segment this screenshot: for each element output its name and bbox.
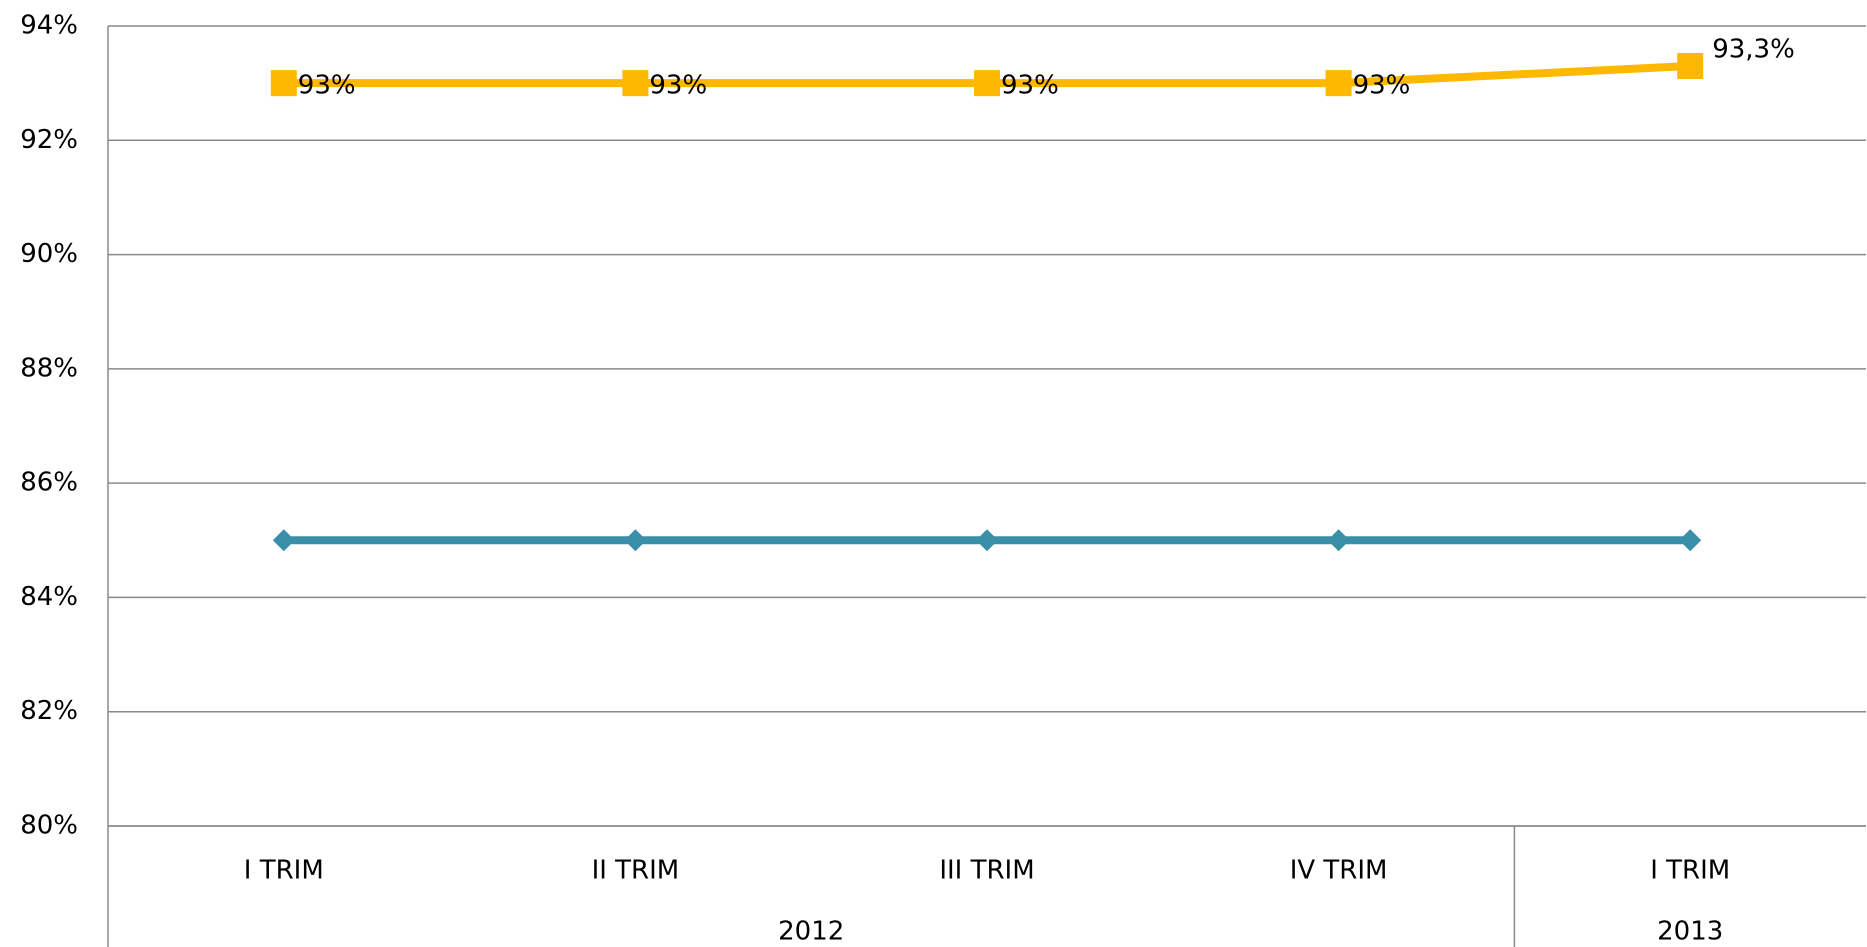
y-tick-label: 92%: [20, 125, 78, 155]
x-tick-label: II TRIM: [592, 856, 680, 886]
y-tick-label: 84%: [20, 582, 78, 612]
data-label: 93%: [298, 71, 356, 101]
x-tick-label: I TRIM: [244, 856, 324, 886]
marker: [273, 529, 295, 551]
group-label: 2013: [1657, 917, 1723, 947]
y-tick-label: 90%: [20, 239, 78, 269]
data-label: 93%: [649, 71, 707, 101]
x-tick-label: I TRIM: [1650, 856, 1730, 886]
marker: [976, 529, 998, 551]
marker: [624, 529, 646, 551]
y-tick-label: 80%: [20, 811, 78, 841]
marker: [1328, 529, 1350, 551]
group-label: 2012: [778, 917, 844, 947]
marker: [622, 70, 648, 96]
data-label: 93,3%: [1712, 35, 1795, 65]
x-tick-label: IV TRIM: [1290, 856, 1388, 886]
page: 80% 82% 84% 86% 88% 90% 92% 94% I TRIM II TRIM III…: [0, 0, 1867, 947]
y-tick-label: 94%: [20, 11, 78, 41]
y-tick-label: 82%: [20, 696, 78, 726]
marker: [974, 70, 1000, 96]
y-tick-label: 88%: [20, 353, 78, 383]
data-label: 93%: [1001, 71, 1059, 101]
marker: [1326, 70, 1352, 96]
chart: 80% 82% 84% 86% 88% 90% 92% 94% I TRIM II TRIM III…: [0, 0, 1867, 947]
y-tick-label: 86%: [20, 468, 78, 498]
marker: [1677, 53, 1703, 79]
marker: [271, 70, 297, 96]
marker: [1679, 529, 1701, 551]
data-label: 93%: [1353, 71, 1411, 101]
x-tick-label: III TRIM: [939, 856, 1034, 886]
